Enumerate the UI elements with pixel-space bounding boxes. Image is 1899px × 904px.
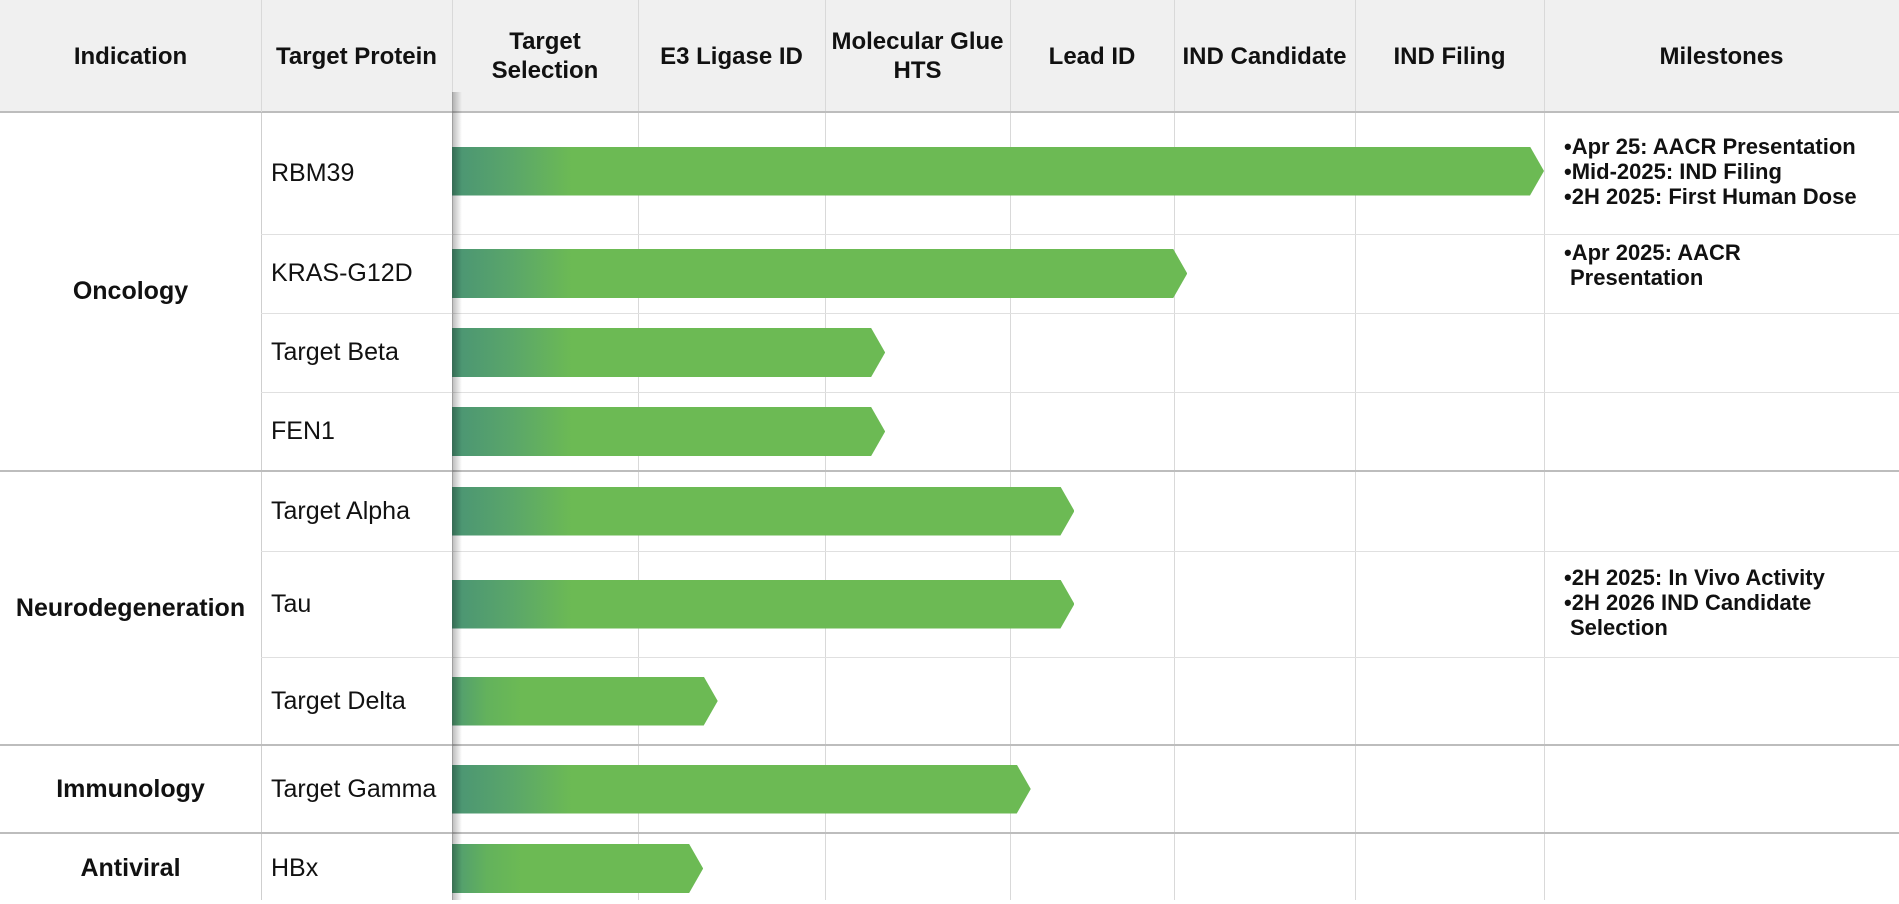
indication-label: Neurodegeneration (15, 593, 246, 622)
indication-label: Oncology (72, 277, 189, 305)
milestones-cell: •Apr 2025: AACR Presentation (1544, 234, 1899, 313)
grid-col-divider (1010, 0, 1011, 900)
target-protein-label: Target Alpha (271, 496, 410, 525)
progress-bar (452, 677, 718, 726)
milestone-item: •2H 2025: First Human Dose (1564, 184, 1857, 209)
group-divider (0, 470, 1899, 472)
header-stage-3: Molecular Glue HTS (831, 28, 1004, 84)
indication-label: Antiviral (80, 854, 181, 882)
header-stage-2: E3 Ligase ID (660, 42, 803, 70)
grid-col-divider (1174, 0, 1175, 900)
grid-col-divider (1544, 0, 1545, 900)
header-stage-6: IND Filing (1393, 42, 1506, 70)
progress-bar (452, 407, 885, 456)
header-bottom-border (0, 111, 1899, 113)
progress-bar (452, 580, 1074, 629)
header-stage-1: Target Selection (491, 28, 599, 84)
milestones-cell: •Apr 25: AACR Presentation •Mid-2025: IND… (1544, 112, 1899, 234)
group-divider (0, 832, 1899, 834)
milestone-item: Presentation (1570, 265, 1704, 290)
target-protein-label: FEN1 (271, 417, 335, 445)
target-protein-label: RBM39 (271, 158, 355, 187)
target-protein-label: Tau (271, 589, 312, 618)
milestone-item: Selection (1570, 615, 1668, 640)
header-indication: Indication (73, 42, 188, 70)
progress-bar (452, 249, 1187, 298)
milestone-item: •Apr 25: AACR Presentation (1564, 134, 1856, 159)
progress-bar (452, 328, 885, 377)
target-protein-label: Target Delta (271, 686, 406, 715)
milestone-item: •2H 2025: In Vivo Activity (1564, 565, 1825, 590)
row-divider (261, 313, 1899, 314)
milestones-cell: •2H 2025: In Vivo Activity •2H 2026 IND C… (1544, 551, 1899, 657)
grid-col-divider (261, 112, 262, 900)
header-row (0, 0, 1899, 112)
header-milestones: Milestones (1659, 42, 1784, 70)
grid-col-divider (261, 0, 262, 112)
group-divider (0, 744, 1899, 746)
row-divider (261, 551, 1899, 552)
header-stage-5: IND Candidate (1182, 42, 1347, 70)
column-shadow (452, 92, 462, 900)
target-protein-label: Target Beta (271, 338, 399, 366)
progress-bar (452, 765, 1031, 814)
target-protein-label: KRAS-G12D (271, 259, 413, 287)
progress-bar (452, 487, 1074, 536)
milestone-item: •Apr 2025: AACR (1564, 240, 1741, 265)
indication-label: Immunology (56, 774, 205, 803)
header-target-protein: Target Protein (276, 42, 437, 70)
row-divider (261, 234, 1899, 235)
grid-col-divider (1355, 0, 1356, 900)
header-stage-4: Lead ID (1048, 42, 1136, 70)
milestone-item: •Mid-2025: IND Filing (1564, 159, 1782, 184)
progress-bar (452, 844, 703, 893)
progress-bar (452, 147, 1544, 196)
row-divider (261, 392, 1899, 393)
target-protein-label: HBx (271, 854, 319, 882)
milestone-item: •2H 2026 IND Candidate (1564, 590, 1812, 615)
row-divider (261, 657, 1899, 658)
target-protein-label: Target Gamma (271, 774, 437, 803)
